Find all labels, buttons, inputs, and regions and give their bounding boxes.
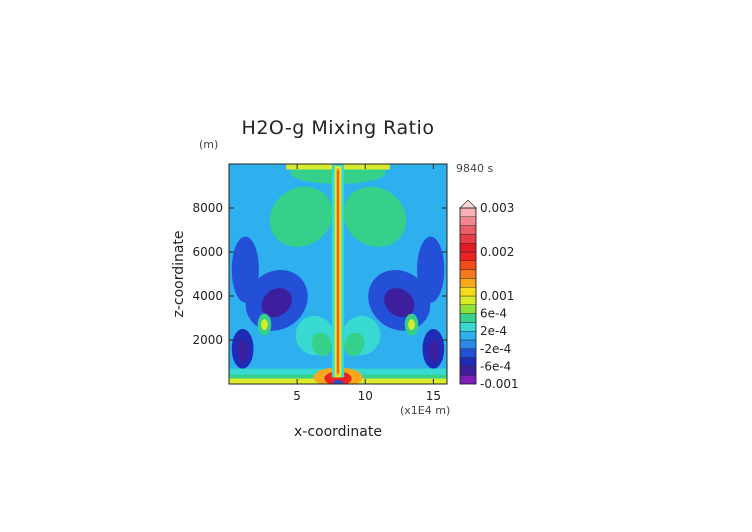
colorbar-segment (459, 322, 477, 332)
lobe-right-low-core (428, 340, 439, 362)
anvil-left (269, 186, 333, 247)
plot-field (229, 164, 447, 384)
base-blue (333, 380, 343, 384)
y-units: (m) (199, 138, 218, 151)
colorbar-segment (459, 242, 477, 253)
colorbar-segment (459, 313, 477, 323)
colorbar-segment (459, 295, 477, 306)
x-tick-label: 15 (426, 389, 441, 403)
colorbar-segment (459, 339, 477, 350)
chart-title: H2O-g Mixing Ratio (242, 117, 435, 139)
x-ticks: 5 10 15 (293, 164, 441, 403)
base-red (324, 371, 352, 384)
column-red (337, 170, 339, 373)
colorbar-label: -6e-4 (480, 359, 511, 373)
lobe-left-core (261, 288, 292, 318)
mid-left-yellow (261, 319, 268, 331)
colorbar-segment (459, 375, 477, 385)
colorbar-label: -0.001 (480, 377, 519, 391)
anvil-right (343, 186, 407, 247)
lobe-right-core (384, 288, 415, 318)
colorbar-segment (459, 348, 477, 358)
y-tick-label: 8000 (192, 201, 223, 215)
lobe-left-low-core (237, 340, 248, 362)
y-tick-label: 6000 (192, 245, 223, 259)
colorbar-extend-arrow (459, 199, 477, 209)
y-tick-label: 2000 (192, 333, 223, 347)
mid-right-yellow (408, 319, 415, 331)
colorbar-label: 2e-4 (480, 324, 507, 338)
colorbar-label: 0.003 (480, 201, 514, 215)
shoulder-right-inner (344, 332, 365, 357)
colorbar-segment (459, 234, 477, 244)
colorbar-segment (459, 251, 477, 262)
y-axis-label: z-coordinate (171, 230, 187, 317)
colorbar-segment (459, 331, 477, 341)
colorbar-segment (459, 304, 477, 314)
colorbar-label: 0.002 (480, 245, 514, 259)
x-tick-label: 10 (358, 389, 373, 403)
colorbar: 0.003 0.002 0.001 6e-4 2e-4 -2e-4 -6e-4 -0.001 (459, 199, 519, 391)
colorbar-segment (459, 216, 477, 226)
colorbar-label: 0.001 (480, 289, 514, 303)
y-tick-label: 4000 (192, 289, 223, 303)
colorbar-label: 6e-4 (480, 307, 507, 321)
y-ticks: 2000 4000 6000 8000 (192, 201, 447, 347)
colorbar-segment (459, 287, 477, 297)
colorbar-segment (459, 207, 477, 218)
colorbar-frame (459, 207, 477, 385)
colorbar-segment (459, 269, 477, 279)
colorbar-label: -2e-4 (480, 342, 511, 356)
colorbar-segment (459, 260, 477, 270)
x-units: (x1E4 m) (400, 404, 450, 417)
colorbar-segment (459, 225, 477, 235)
x-tick-label: 5 (293, 389, 301, 403)
colorbar-segment (459, 278, 477, 288)
plot-frame (228, 163, 448, 385)
shoulder-left-inner (311, 332, 332, 357)
time-label: 9840 s (456, 162, 493, 175)
x-axis-label: x-coordinate (294, 424, 382, 440)
colorbar-segment (459, 357, 477, 367)
colorbar-segment (459, 366, 477, 376)
